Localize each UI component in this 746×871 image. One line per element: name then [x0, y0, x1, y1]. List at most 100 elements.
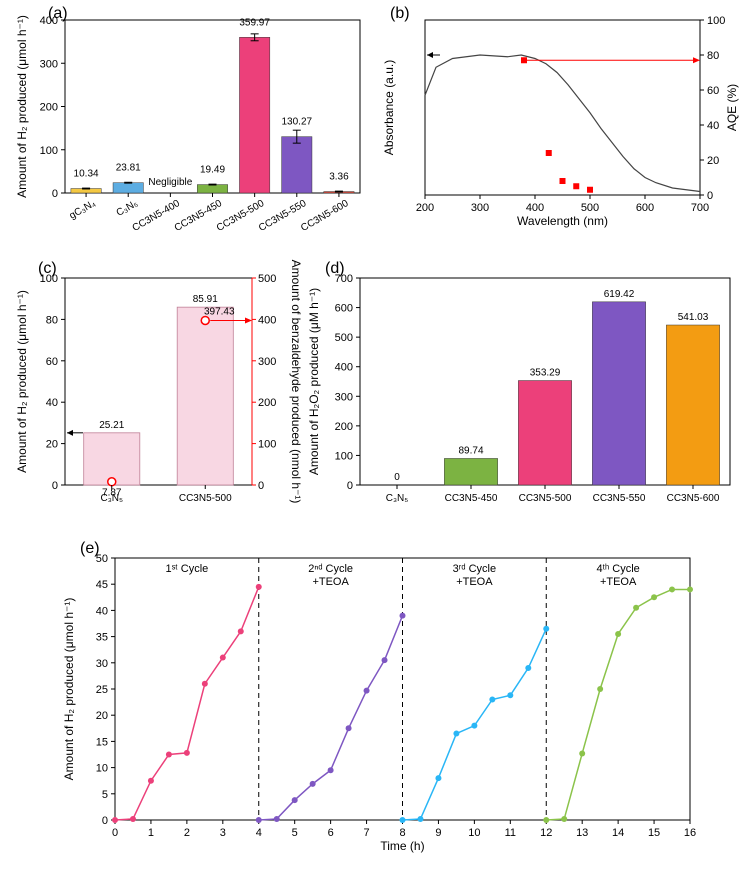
- svg-text:14: 14: [612, 827, 624, 839]
- svg-text:200: 200: [335, 421, 353, 433]
- svg-text:0: 0: [347, 480, 353, 492]
- svg-text:13: 13: [576, 827, 588, 839]
- svg-text:541.03: 541.03: [678, 312, 709, 323]
- svg-text:CC3N5-500: CC3N5-500: [179, 493, 232, 504]
- svg-text:35: 35: [96, 632, 108, 644]
- panel-a: (a) 0100200300400Amount of H₂ produced (…: [10, 5, 370, 235]
- svg-text:45: 45: [96, 579, 108, 591]
- svg-text:353.29: 353.29: [530, 368, 561, 379]
- svg-text:15: 15: [96, 736, 108, 748]
- svg-text:40: 40: [46, 397, 58, 409]
- svg-text:100: 100: [707, 15, 725, 27]
- svg-text:100: 100: [335, 450, 353, 462]
- svg-text:20: 20: [96, 710, 108, 722]
- svg-text:85.91: 85.91: [193, 294, 218, 305]
- svg-text:25: 25: [96, 684, 108, 696]
- svg-text:397.43: 397.43: [204, 306, 235, 317]
- svg-text:500: 500: [258, 273, 276, 285]
- svg-text:0: 0: [394, 472, 400, 483]
- svg-text:2: 2: [184, 827, 190, 839]
- svg-text:400: 400: [335, 362, 353, 374]
- svg-text:+TEOA: +TEOA: [600, 576, 637, 588]
- svg-text:80: 80: [46, 314, 58, 326]
- svg-text:Amount of H₂ produced (μmol h⁻: Amount of H₂ produced (μmol h⁻¹): [15, 290, 29, 473]
- svg-text:25.21: 25.21: [99, 420, 124, 431]
- svg-text:8: 8: [399, 827, 405, 839]
- svg-text:11: 11: [505, 827, 516, 839]
- svg-text:60: 60: [46, 356, 58, 368]
- svg-text:16: 16: [684, 827, 696, 839]
- chart-c: 0204060801000100200300400500Amount of H₂…: [10, 260, 300, 515]
- svg-text:3ʳᵈ Cycle: 3ʳᵈ Cycle: [453, 563, 496, 575]
- svg-text:C₃N₅: C₃N₅: [100, 493, 123, 504]
- svg-text:10: 10: [468, 827, 480, 839]
- svg-text:300: 300: [335, 391, 353, 403]
- panel-e-label: (e): [80, 540, 100, 558]
- svg-text:40: 40: [707, 120, 719, 132]
- panel-b-label: (b): [390, 5, 410, 23]
- figure-container: (a) 0100200300400Amount of H₂ produced (…: [0, 0, 746, 871]
- panel-c: (c) 0204060801000100200300400500Amount o…: [10, 260, 300, 515]
- svg-text:100: 100: [258, 439, 276, 451]
- panel-e: (e) 012345678910111213141516Time (h)0510…: [55, 540, 705, 860]
- svg-text:200: 200: [416, 202, 434, 214]
- svg-text:300: 300: [40, 58, 58, 70]
- svg-text:10: 10: [96, 763, 108, 775]
- chart-e: 012345678910111213141516Time (h)05101520…: [55, 540, 705, 860]
- svg-text:2ⁿᵈ Cycle: 2ⁿᵈ Cycle: [308, 563, 353, 575]
- svg-text:15: 15: [648, 827, 660, 839]
- svg-text:0: 0: [112, 827, 118, 839]
- svg-text:6: 6: [328, 827, 334, 839]
- chart-d: 0100200300400500600700Amount of H₂O₂ pro…: [300, 260, 740, 515]
- svg-text:40: 40: [96, 605, 108, 617]
- svg-text:500: 500: [581, 202, 599, 214]
- svg-text:300: 300: [471, 202, 489, 214]
- svg-text:0: 0: [52, 480, 58, 492]
- svg-text:200: 200: [258, 397, 276, 409]
- svg-text:600: 600: [335, 303, 353, 315]
- chart-a: 0100200300400Amount of H₂ produced (μmol…: [10, 5, 370, 235]
- svg-text:359.97: 359.97: [239, 17, 270, 28]
- svg-text:1: 1: [148, 827, 154, 839]
- svg-text:CC3N5-550: CC3N5-550: [593, 493, 646, 504]
- svg-text:0: 0: [258, 480, 264, 492]
- svg-text:3.36: 3.36: [329, 172, 349, 183]
- svg-text:60: 60: [707, 85, 719, 97]
- svg-text:300: 300: [258, 356, 276, 368]
- svg-text:4ᵗʰ Cycle: 4ᵗʰ Cycle: [596, 563, 639, 575]
- svg-text:12: 12: [540, 827, 552, 839]
- svg-text:CC3N5-600: CC3N5-600: [667, 493, 720, 504]
- panel-d-label: (d): [325, 260, 345, 278]
- svg-text:0: 0: [707, 190, 713, 202]
- svg-text:gC₃N₄: gC₃N₄: [68, 198, 98, 222]
- panel-a-label: (a): [48, 5, 68, 23]
- svg-text:30: 30: [96, 658, 108, 670]
- panel-b: (b) 200300400500600700Wavelength (nm)020…: [375, 5, 740, 235]
- svg-text:CC3N5-450: CC3N5-450: [445, 493, 498, 504]
- svg-text:+TEOA: +TEOA: [312, 576, 349, 588]
- svg-text:400: 400: [258, 314, 276, 326]
- svg-text:5: 5: [292, 827, 298, 839]
- svg-text:100: 100: [40, 145, 58, 157]
- svg-text:Absorbance (a.u.): Absorbance (a.u.): [382, 60, 396, 155]
- svg-text:0: 0: [102, 815, 108, 827]
- svg-text:CC3N5-500: CC3N5-500: [519, 493, 572, 504]
- svg-text:Time (h): Time (h): [380, 839, 424, 853]
- svg-text:5: 5: [102, 789, 108, 801]
- panel-d: (d) 0100200300400500600700Amount of H₂O₂…: [300, 260, 740, 515]
- svg-text:89.74: 89.74: [458, 445, 483, 456]
- svg-text:600: 600: [636, 202, 654, 214]
- svg-text:CC3N5-600: CC3N5-600: [299, 198, 351, 234]
- svg-text:9: 9: [435, 827, 441, 839]
- svg-text:23.81: 23.81: [116, 163, 141, 174]
- svg-text:0: 0: [52, 188, 58, 200]
- svg-text:20: 20: [707, 155, 719, 167]
- svg-text:Amount of H₂O₂ produced (μM h⁻: Amount of H₂O₂ produced (μM h⁻¹): [307, 288, 321, 475]
- svg-text:80: 80: [707, 50, 719, 62]
- svg-text:Amount of H₂ produced (μmol h⁻: Amount of H₂ produced (μmol h⁻¹): [15, 15, 29, 198]
- svg-text:619.42: 619.42: [604, 289, 635, 300]
- svg-text:C₃N₅: C₃N₅: [386, 493, 409, 504]
- svg-text:19.49: 19.49: [200, 165, 225, 176]
- svg-text:700: 700: [691, 202, 709, 214]
- svg-text:4: 4: [256, 827, 262, 839]
